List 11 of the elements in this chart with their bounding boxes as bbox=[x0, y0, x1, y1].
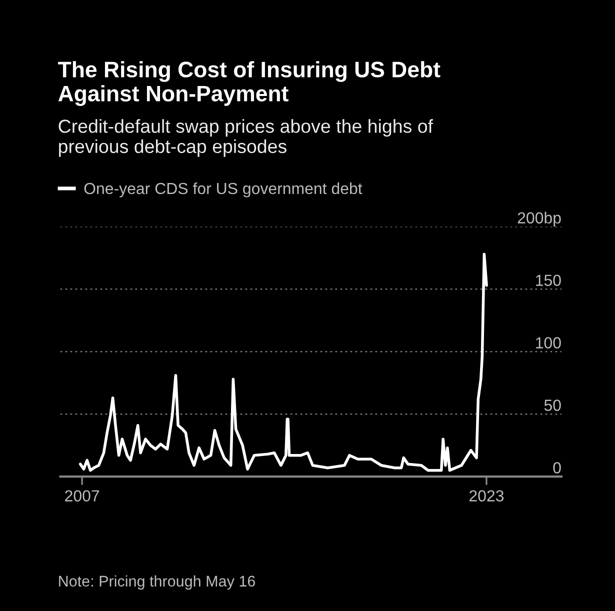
y-tick-label: 150 bbox=[536, 274, 561, 286]
chart-subtitle: Credit-default swap prices above the highs of previous debt-cap episodes bbox=[58, 119, 434, 157]
y-tick-label: 100 bbox=[536, 337, 561, 348]
y-tick-label: 0 bbox=[553, 462, 561, 474]
legend-label: One-year CDS for US government debt bbox=[84, 182, 362, 198]
x-tick-label: 2007 bbox=[65, 490, 100, 502]
y-tick-label: 200bp bbox=[518, 212, 561, 227]
text: Note: Pricing through May 16 bbox=[59, 575, 256, 590]
chart-title: The Rising Cost of Insuring US Debt Against Non-Payment bbox=[58, 61, 440, 106]
y-tick-label: 50 bbox=[544, 400, 561, 411]
x-tick-label: 2023 bbox=[470, 490, 504, 502]
